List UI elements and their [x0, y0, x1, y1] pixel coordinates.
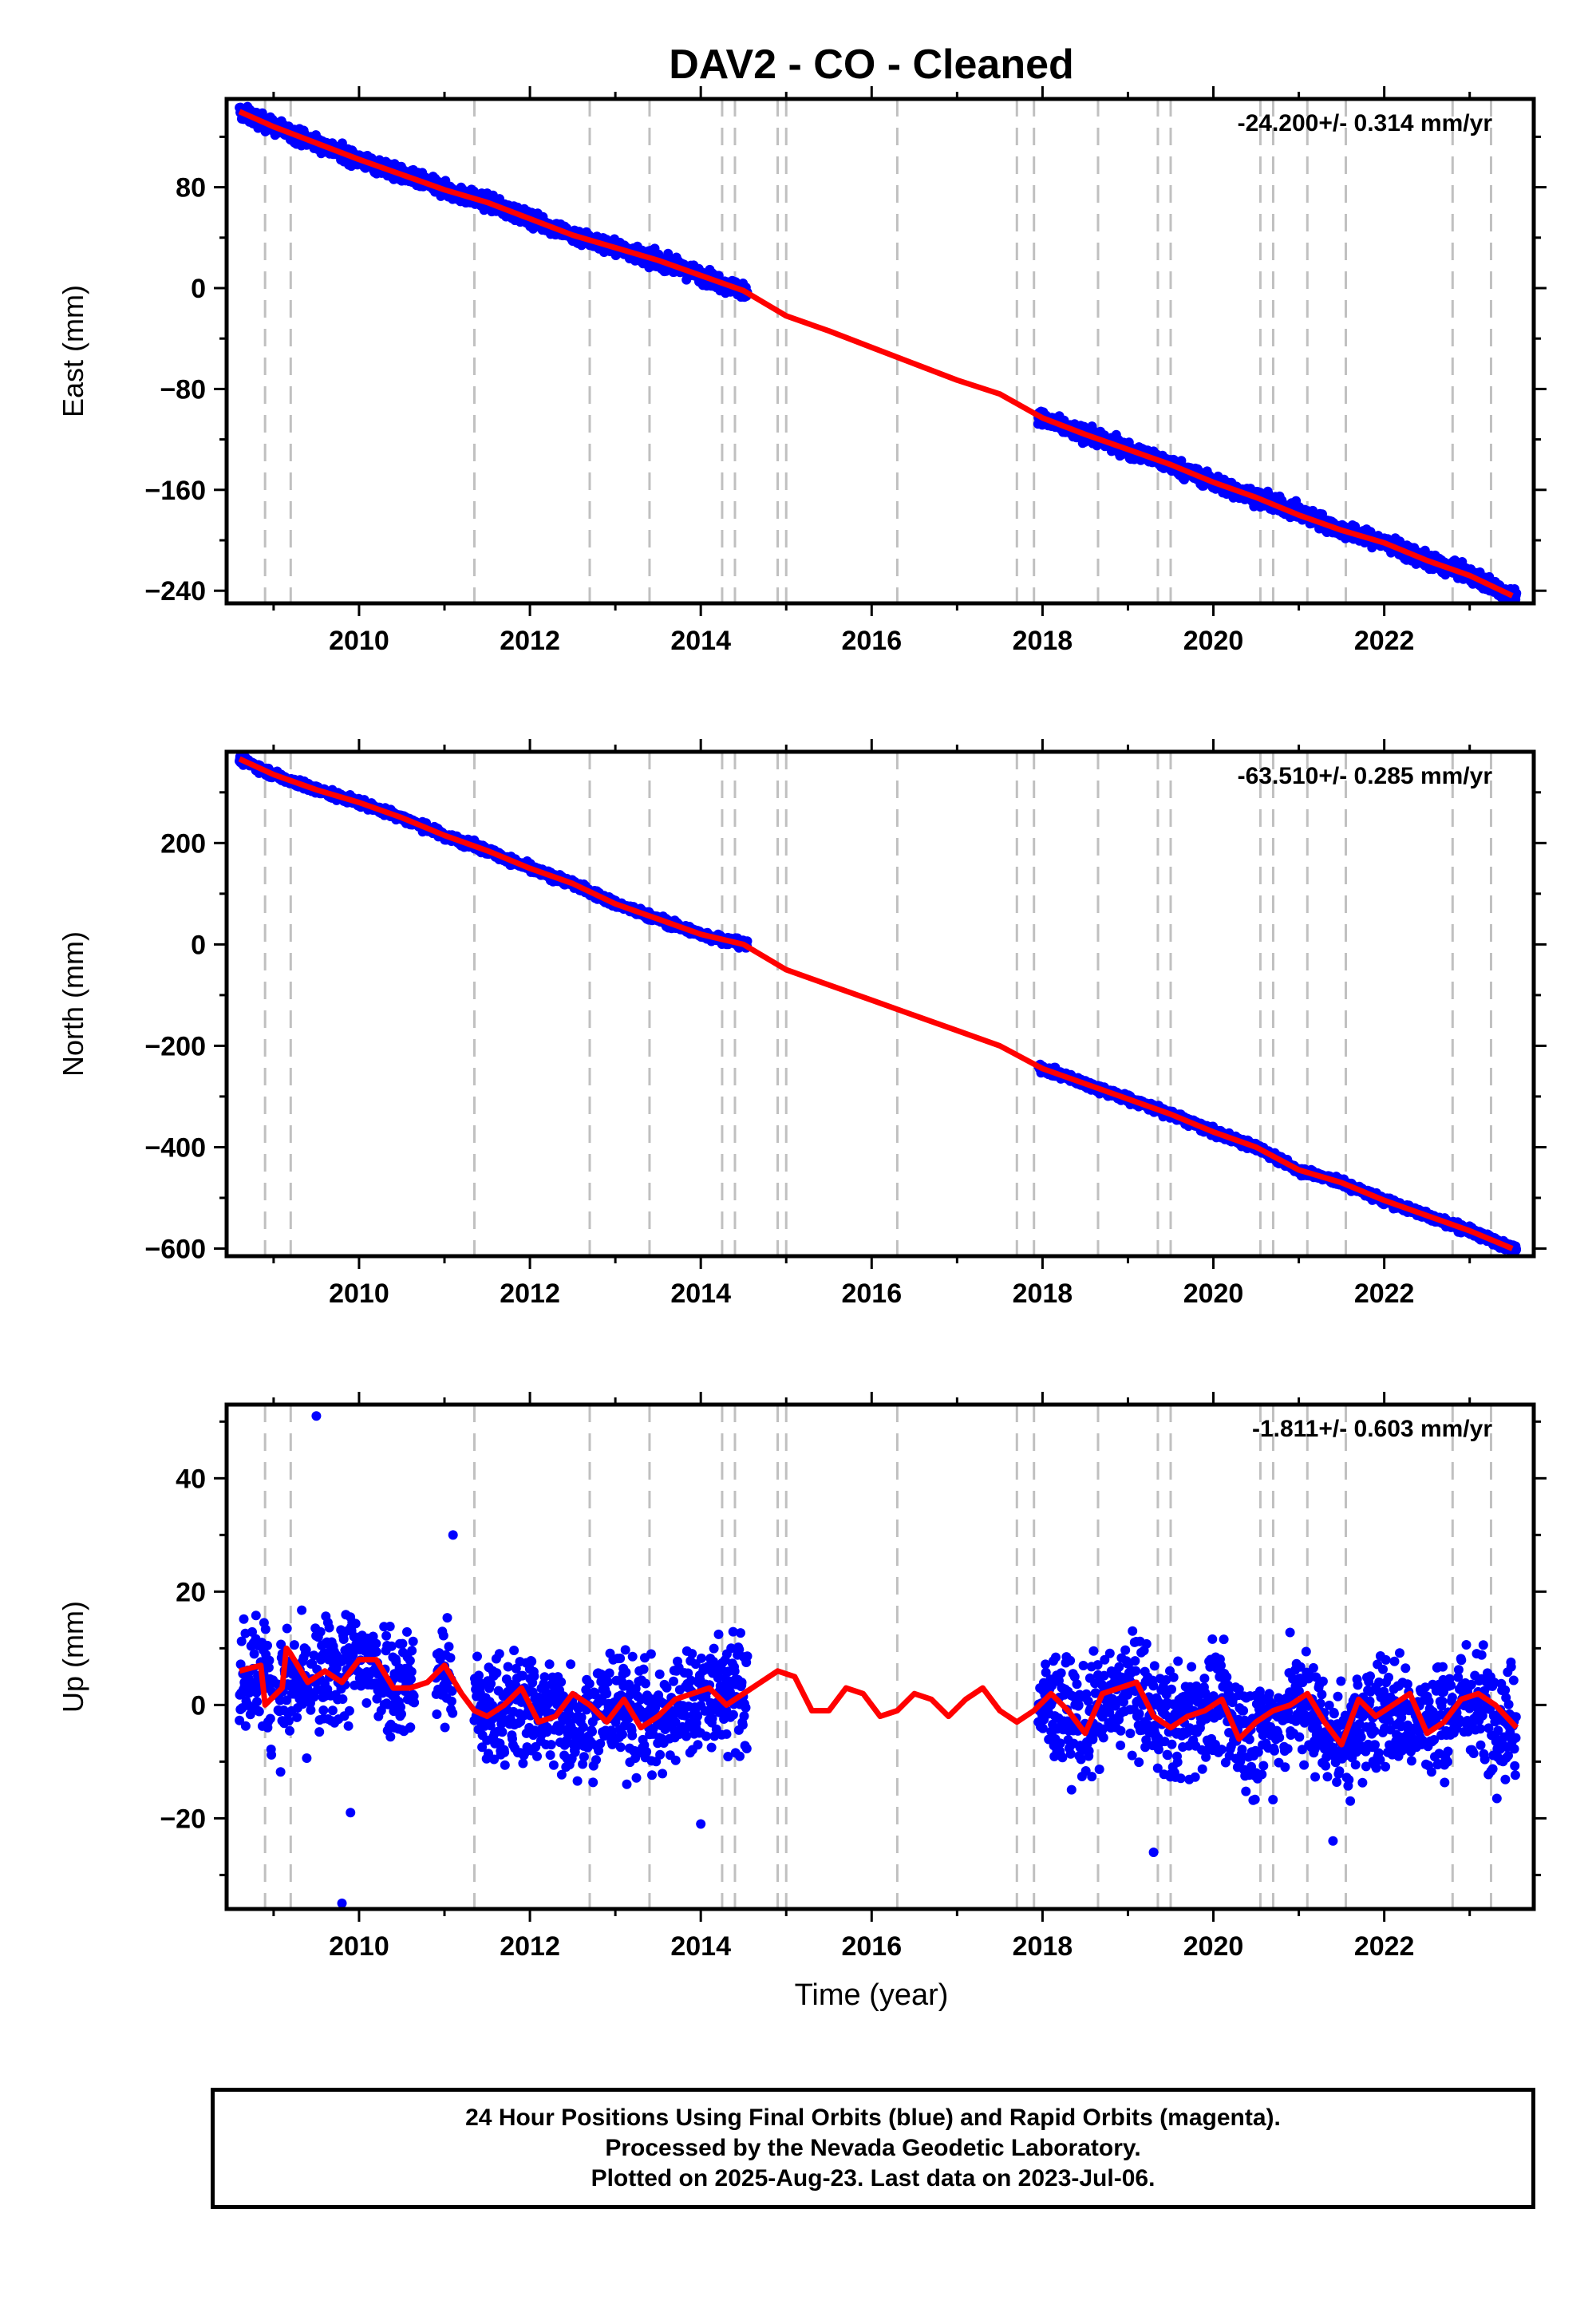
east-x-tick-label: 2014	[670, 626, 731, 656]
east-rate-label: -24.200+/- 0.314 mm/yr	[1238, 110, 1493, 136]
east-x-tick-label: 2020	[1183, 626, 1244, 656]
east-axes-frame	[224, 97, 1536, 606]
east-y-tick-label: −80	[160, 374, 206, 405]
east-x-tick-label: 2018	[1013, 626, 1073, 656]
east-x-tick-label: 2016	[841, 626, 902, 656]
east-x-tick-label: 2012	[500, 626, 560, 656]
east-y-tick-label: −160	[144, 476, 206, 506]
east-x-tick-label: 2022	[1354, 626, 1415, 656]
east-data-point	[257, 108, 267, 118]
east-y-tick-label: −240	[144, 576, 206, 607]
east-final-orbit-points	[235, 101, 1522, 603]
chart-title: DAV2 - CO - Cleaned	[669, 41, 1074, 88]
east-x-tick-label: 2010	[329, 626, 389, 656]
east-model-line	[238, 109, 1514, 599]
east-data-point	[1511, 588, 1522, 599]
east-plot-area	[235, 99, 1522, 603]
east-y-axis-label: East (mm)	[57, 285, 89, 417]
east-y-tick-label: 80	[176, 173, 206, 204]
north-plot-area	[235, 752, 1521, 1256]
panel-north: 2010 2012 2014 2016 2018 2020 20222000−200−400…	[57, 739, 1547, 1309]
panel-east: 2010 2012 2014 2016 2018 2020 2022 80 0 −80 −160 −2…	[57, 86, 1547, 656]
east-y-tick-label: 0	[191, 274, 206, 304]
